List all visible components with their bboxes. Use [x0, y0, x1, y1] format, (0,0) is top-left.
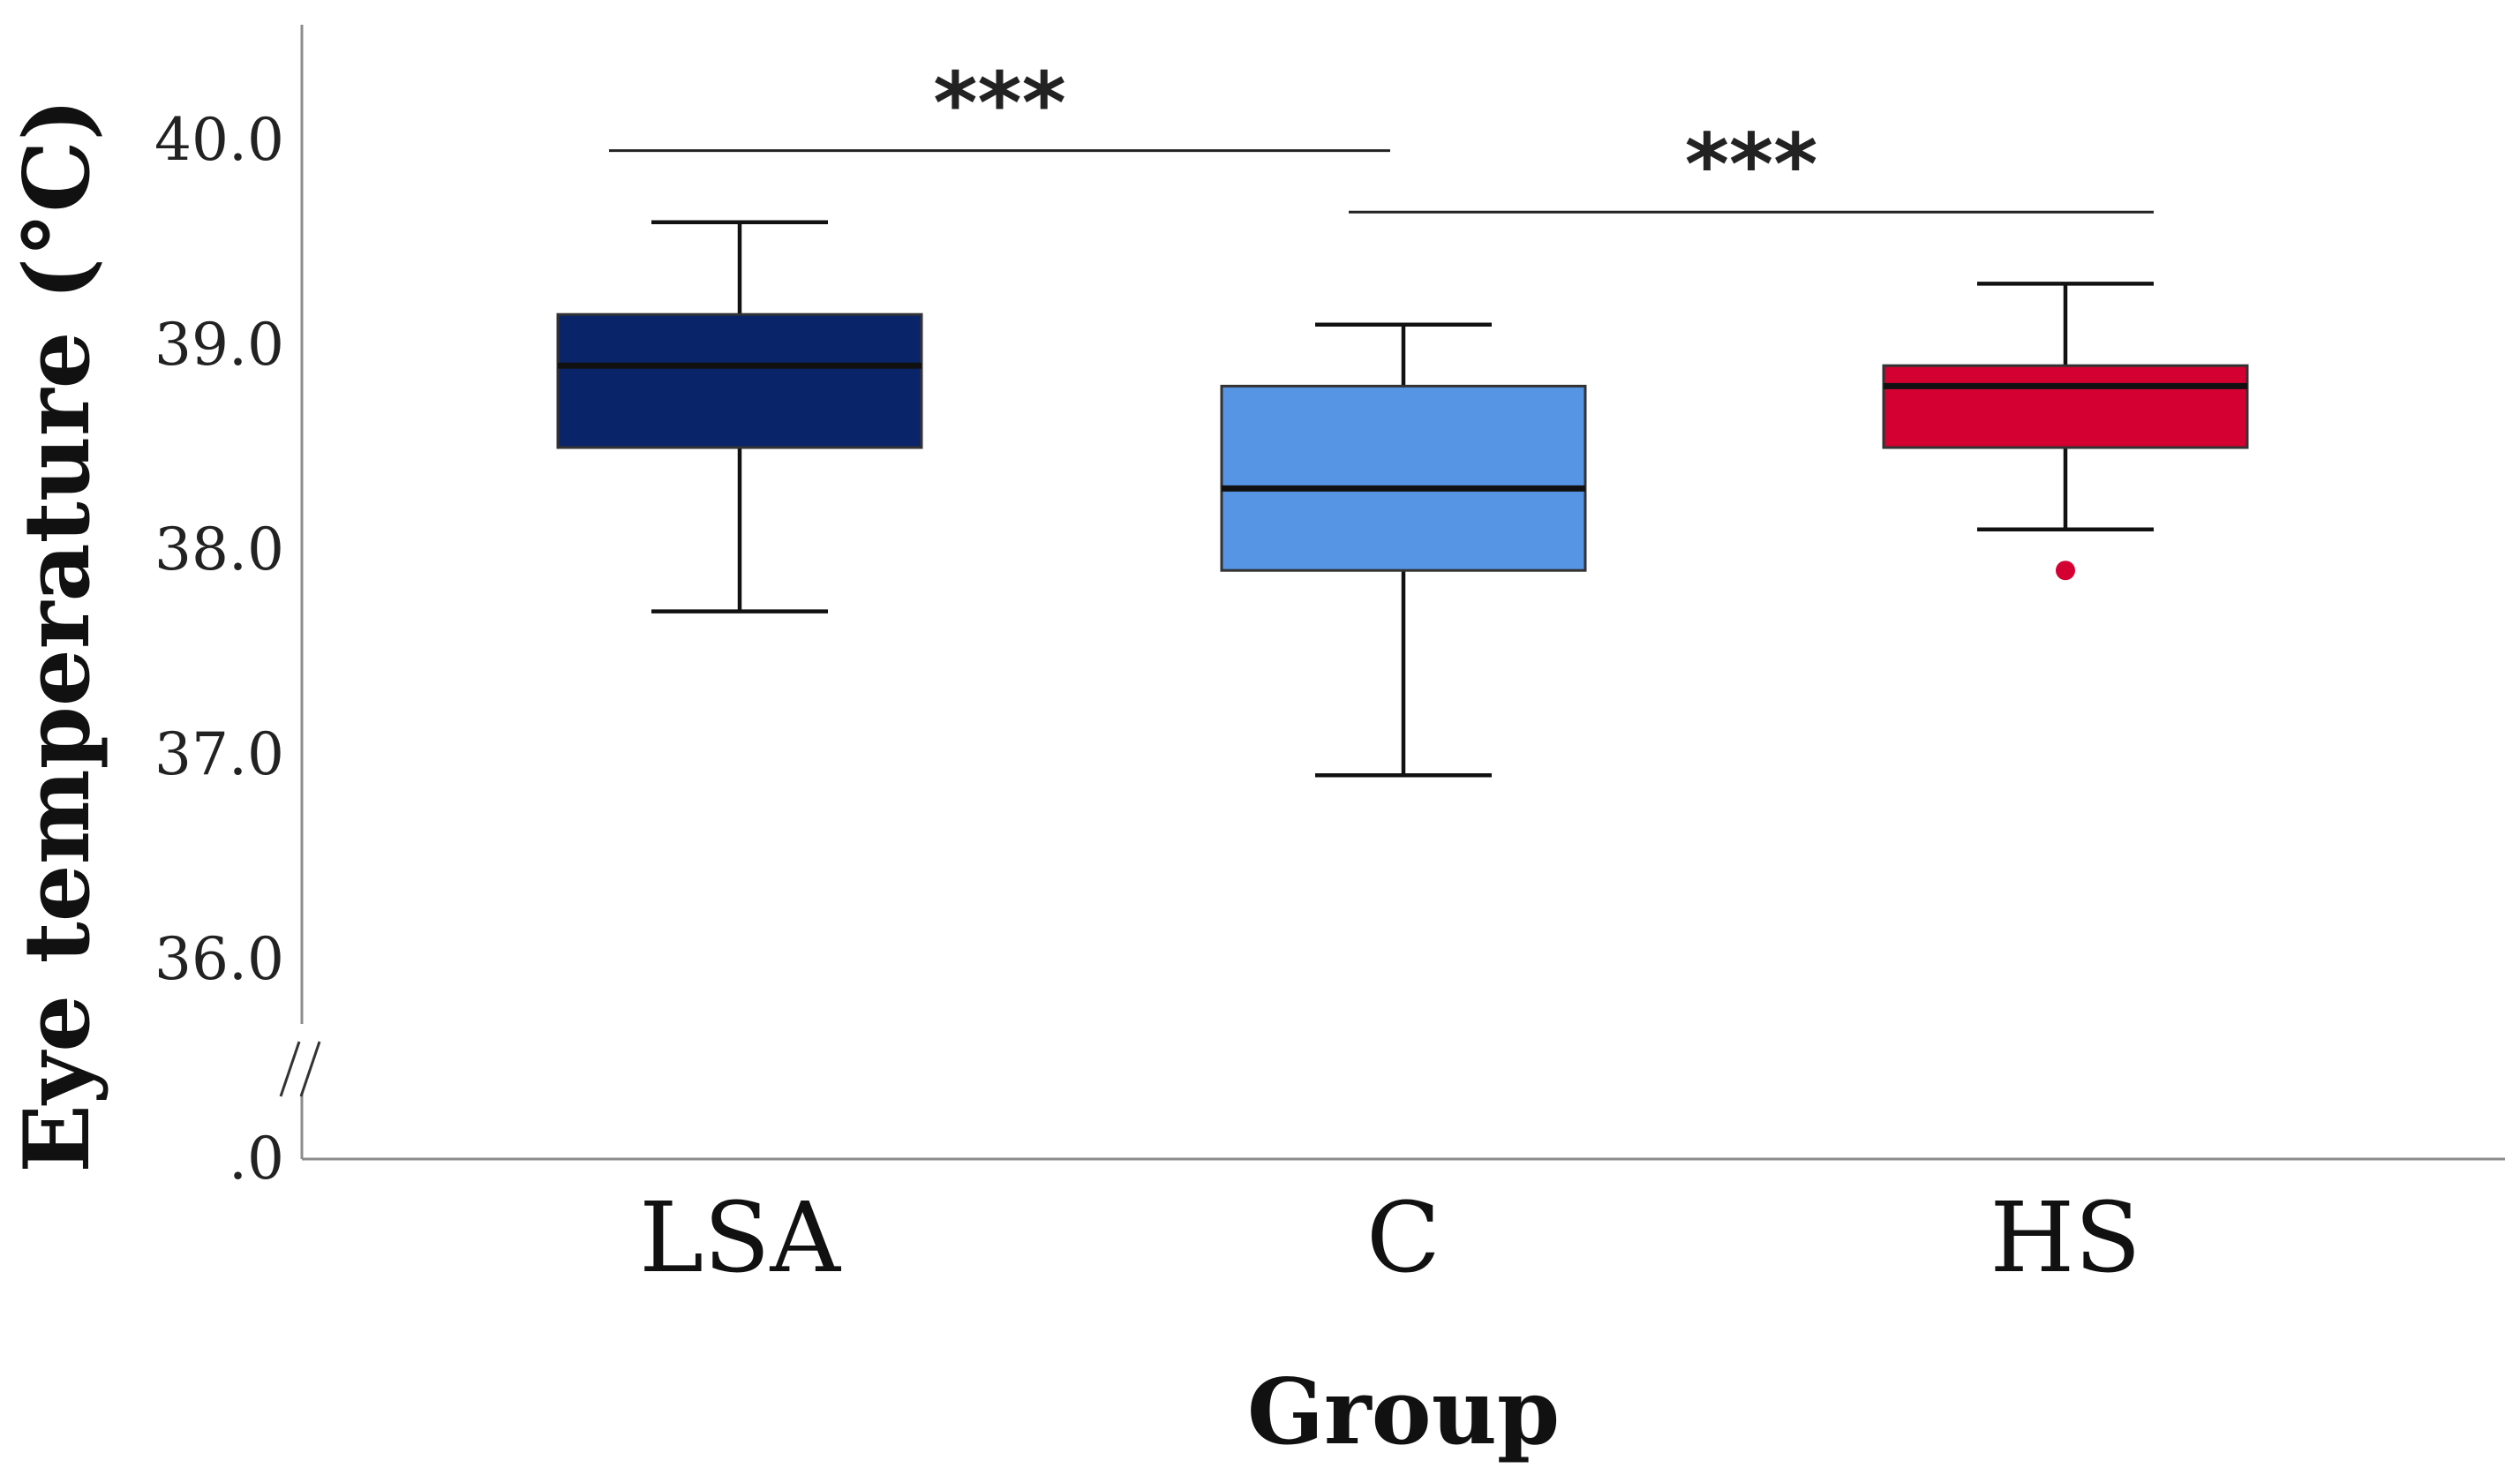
- outlier-point: [2056, 561, 2075, 581]
- box-hs: [1882, 282, 2249, 581]
- y-axis-zero-label: .0: [229, 1125, 284, 1193]
- axis-break-mark: [299, 1041, 321, 1097]
- y-tick-label: 38.0: [154, 516, 284, 583]
- y-tick-labels: 36.0 37.0 38.0 39.0 40.0: [154, 106, 284, 993]
- x-tick-label: LSA: [639, 1181, 841, 1294]
- x-axis-title: Group: [1247, 1359, 1560, 1465]
- y-axis-title: Eye temperature (°C): [4, 98, 110, 1173]
- x-tick-label: HS: [1990, 1181, 2140, 1294]
- box-series: [556, 220, 2249, 778]
- x-tick-label: C: [1366, 1181, 1441, 1294]
- y-tick-label: 39.0: [154, 311, 284, 379]
- significance-label: ***: [933, 55, 1066, 154]
- iqr-box: [1220, 384, 1587, 572]
- y-tick-label: 40.0: [154, 106, 284, 174]
- significance-label: ***: [1685, 116, 1818, 215]
- box-lsa: [556, 220, 923, 614]
- iqr-box: [1882, 364, 2249, 449]
- axes: .0: [229, 25, 2505, 1193]
- box-c: [1220, 322, 1587, 778]
- significance-annotations: *** ***: [609, 55, 2154, 215]
- y-tick-label: 36.0: [154, 925, 284, 993]
- y-tick-label: 37.0: [154, 720, 284, 788]
- axis-break-mark: [279, 1041, 301, 1097]
- x-tick-labels: LSA C HS: [639, 1181, 2141, 1294]
- iqr-box: [556, 312, 923, 449]
